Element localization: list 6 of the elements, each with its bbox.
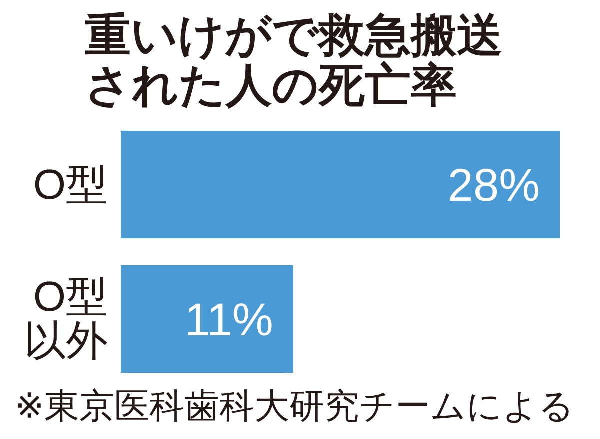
annotation: ※東京医科歯科大研究チームによる	[15, 386, 574, 428]
title: 重いけがで救急搬送された人の死亡率	[85, 10, 504, 110]
value-label: 11%	[184, 293, 274, 346]
category-label: O型以外	[23, 272, 108, 366]
category-label: O型	[32, 160, 108, 210]
value-label: 28%	[448, 158, 540, 211]
